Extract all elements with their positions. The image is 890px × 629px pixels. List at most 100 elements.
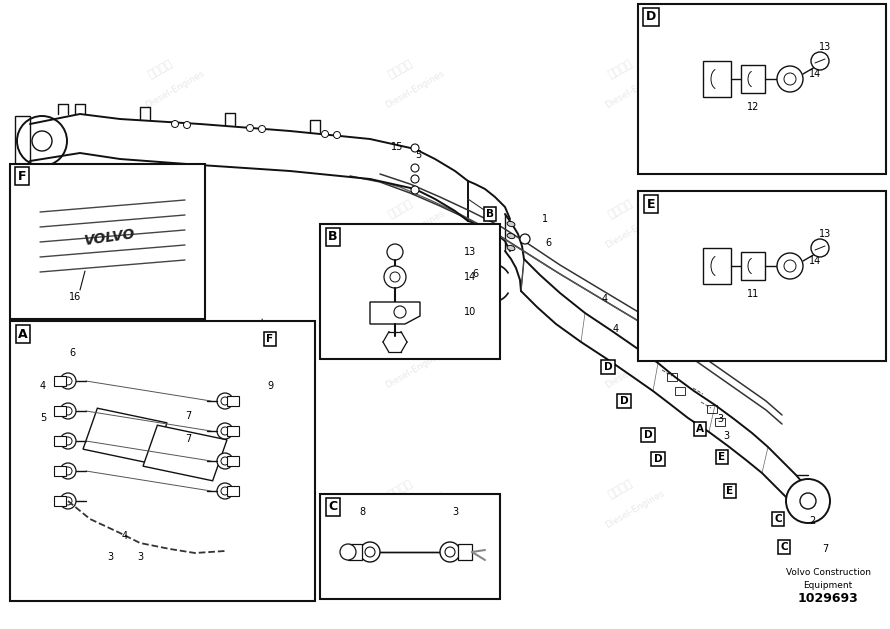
Text: E: E: [647, 198, 655, 211]
Text: D: D: [653, 454, 662, 464]
Bar: [703, 61, 731, 97]
Bar: [703, 248, 731, 284]
Text: Diesel-Engines: Diesel-Engines: [603, 348, 667, 389]
Circle shape: [60, 403, 76, 419]
Ellipse shape: [507, 221, 515, 226]
Circle shape: [387, 244, 403, 260]
Text: 13: 13: [819, 42, 831, 52]
Bar: [320, 224, 500, 359]
Circle shape: [520, 234, 530, 244]
Text: C: C: [774, 514, 781, 524]
Text: 3: 3: [723, 431, 729, 441]
Text: Volvo Construction
Equipment: Volvo Construction Equipment: [786, 568, 870, 590]
Text: 3: 3: [452, 507, 458, 517]
Bar: [10, 321, 315, 601]
Text: B: B: [486, 209, 494, 219]
Text: 3: 3: [717, 414, 723, 424]
Text: 9: 9: [267, 381, 273, 391]
Text: C: C: [328, 501, 337, 513]
Circle shape: [258, 126, 265, 133]
Polygon shape: [370, 302, 420, 324]
Text: 8: 8: [359, 507, 365, 517]
Text: 3: 3: [107, 552, 113, 562]
Text: 紫发动力: 紫发动力: [386, 478, 414, 500]
Text: 紫发动力: 紫发动力: [386, 198, 414, 220]
Text: VOLVO: VOLVO: [84, 226, 136, 248]
Text: 2: 2: [809, 516, 815, 526]
Bar: [10, 164, 205, 319]
Circle shape: [440, 542, 460, 562]
Text: 1029693: 1029693: [797, 593, 858, 606]
Text: Diesel-Engines: Diesel-Engines: [384, 348, 446, 389]
Bar: [227, 396, 239, 406]
Text: E: E: [718, 452, 725, 462]
Circle shape: [811, 239, 829, 257]
Text: D: D: [643, 430, 652, 440]
Text: 1: 1: [542, 214, 548, 224]
Bar: [715, 418, 725, 426]
Text: A: A: [696, 424, 704, 434]
Circle shape: [411, 144, 419, 152]
Bar: [54, 406, 66, 416]
Bar: [227, 486, 239, 496]
Circle shape: [247, 125, 254, 131]
Text: 紫发动力: 紫发动力: [386, 338, 414, 360]
Text: F: F: [18, 169, 26, 182]
Text: 14: 14: [809, 69, 821, 79]
Circle shape: [60, 373, 76, 389]
Text: 13: 13: [464, 247, 476, 257]
Bar: [227, 456, 239, 466]
Text: 紫发动力: 紫发动力: [606, 338, 634, 360]
Text: C: C: [781, 542, 788, 552]
Text: Diesel-Engines: Diesel-Engines: [603, 488, 667, 530]
Circle shape: [217, 483, 233, 499]
Text: D: D: [646, 11, 656, 23]
Text: A: A: [18, 328, 28, 340]
Ellipse shape: [507, 245, 515, 250]
Text: 紫发动力: 紫发动力: [146, 478, 174, 500]
Bar: [707, 405, 717, 413]
Bar: [348, 544, 362, 560]
Text: 12: 12: [747, 102, 759, 112]
Bar: [320, 494, 500, 599]
Text: 紫发动力: 紫发动力: [606, 198, 634, 220]
Text: 紫发动力: 紫发动力: [606, 58, 634, 80]
Bar: [458, 544, 472, 560]
Text: 7: 7: [185, 411, 191, 421]
Circle shape: [60, 493, 76, 509]
Text: 6: 6: [472, 269, 478, 279]
Text: 13: 13: [819, 229, 831, 239]
Text: F: F: [266, 334, 273, 344]
Circle shape: [217, 453, 233, 469]
Text: 4: 4: [613, 324, 619, 334]
Bar: [741, 252, 765, 280]
Circle shape: [60, 463, 76, 479]
Text: 5: 5: [40, 413, 46, 423]
Text: 4: 4: [122, 531, 128, 541]
Circle shape: [217, 423, 233, 439]
Text: 14: 14: [809, 256, 821, 266]
Text: 紫发动力: 紫发动力: [146, 58, 174, 80]
Text: 10: 10: [464, 307, 476, 317]
Circle shape: [786, 479, 830, 523]
Circle shape: [800, 493, 816, 509]
Text: E: E: [726, 486, 733, 496]
Text: 紫发动力: 紫发动力: [386, 58, 414, 80]
Text: 3: 3: [137, 552, 143, 562]
Circle shape: [394, 306, 406, 318]
Text: 16: 16: [69, 292, 81, 302]
Text: 4: 4: [40, 381, 46, 391]
Text: 7: 7: [821, 544, 828, 554]
Text: Diesel-Engines: Diesel-Engines: [144, 69, 206, 109]
Bar: [227, 426, 239, 436]
Text: Diesel-Engines: Diesel-Engines: [384, 488, 446, 530]
Circle shape: [411, 175, 419, 183]
Text: Diesel-Engines: Diesel-Engines: [603, 69, 667, 109]
Text: 4: 4: [602, 294, 608, 304]
Bar: [638, 4, 886, 174]
Circle shape: [217, 393, 233, 409]
Text: 15: 15: [391, 142, 403, 152]
Circle shape: [777, 66, 803, 92]
Circle shape: [360, 542, 380, 562]
Bar: [54, 376, 66, 386]
